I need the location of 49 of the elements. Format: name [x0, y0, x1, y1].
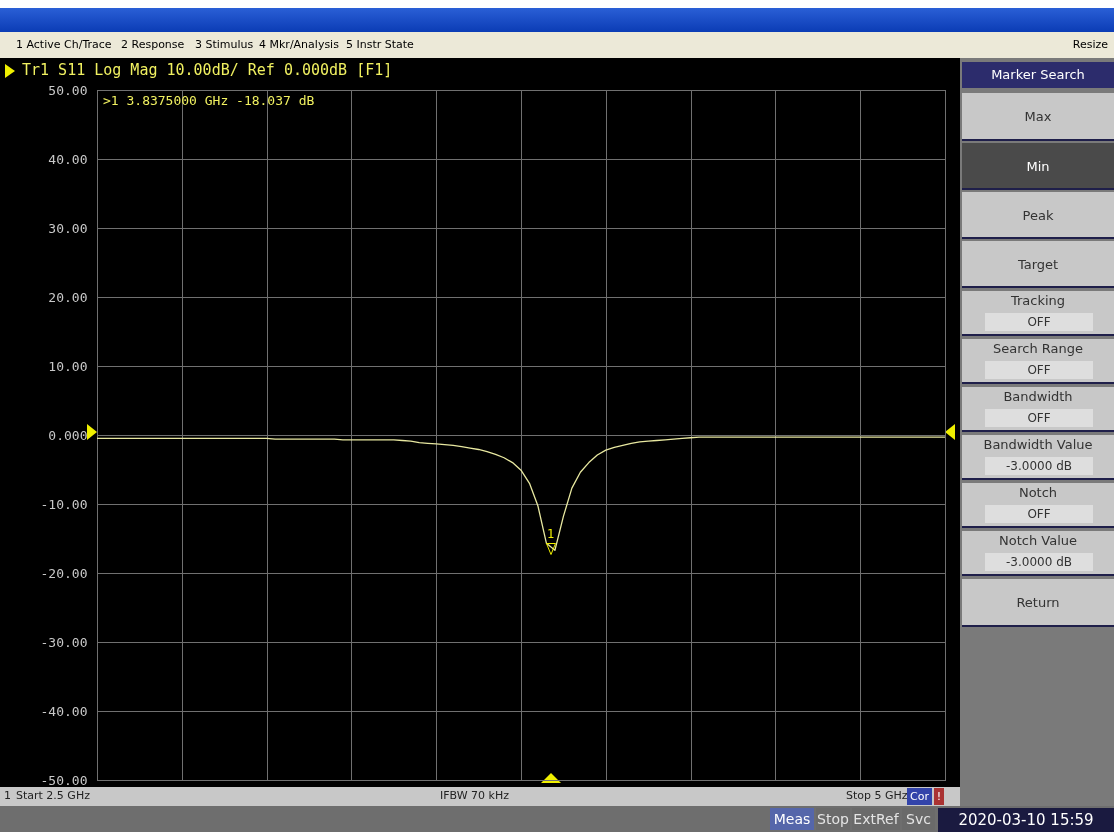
text: Start 2.5 GHz [16, 789, 90, 802]
annotation: 1 [547, 527, 555, 541]
annotation: >1 3.8375000 GHz -18.037 dB [103, 93, 315, 108]
y-tick-label: 50.00 [48, 82, 88, 98]
text: Search Range [993, 341, 1083, 356]
text: Notch [1018, 485, 1058, 500]
text: 1 [4, 789, 11, 802]
text: IFBW 70 kHz [440, 789, 510, 802]
text: ExtRef [852, 808, 900, 830]
text: -3.0000 dB [985, 457, 1093, 475]
text: Tracking [1010, 293, 1066, 308]
y-tick-label: -40.00 [40, 703, 88, 719]
text: 2020-03-10 15:59 [938, 808, 1114, 832]
text: Bandwidth Value [983, 437, 1093, 452]
y-tick-label: 20.00 [48, 289, 88, 305]
text: Peak [962, 192, 1114, 239]
text: OFF [985, 313, 1093, 331]
y-tick-label: -10.00 [40, 496, 88, 512]
y-tick-label: 40.00 [48, 151, 88, 167]
text: Max [962, 93, 1114, 141]
text: Bandwidth [1003, 389, 1073, 404]
y-tick-label: 30.00 [48, 220, 88, 236]
text: Target [962, 241, 1114, 288]
text: OFF [985, 409, 1093, 427]
text: ! [934, 788, 944, 805]
text: Stop 5 GHz [846, 789, 908, 802]
text: Marker Search [962, 62, 1114, 88]
text: Return [962, 579, 1114, 627]
text: -3.0000 dB [985, 553, 1093, 571]
y-tick-label: 10.00 [48, 358, 88, 374]
text: Min [962, 143, 1114, 190]
y-tick-label: -50.00 [40, 772, 88, 788]
y-tick-label: -20.00 [40, 565, 88, 581]
text: Cor [907, 788, 932, 805]
text: 3 Stimulus [195, 38, 254, 51]
text: 5 Instr State [346, 38, 414, 51]
y-tick-label: 0.000 [48, 427, 88, 443]
text: 2 Response [121, 38, 185, 51]
text: OFF [985, 361, 1093, 379]
text: Stop [816, 808, 850, 830]
text: Svc [902, 808, 935, 830]
text: Notch Value [999, 533, 1077, 548]
text: Resize [1071, 38, 1108, 51]
text: 1 Active Ch/Trace [16, 38, 112, 51]
text: OFF [985, 505, 1093, 523]
y-tick-label: -30.00 [40, 634, 88, 650]
chart-title: Tr1 S11 Log Mag 10.00dB/ Ref 0.000dB [F1] [22, 61, 393, 79]
text: 4 Mkr/Analysis [259, 38, 339, 51]
text: Meas [770, 808, 814, 830]
